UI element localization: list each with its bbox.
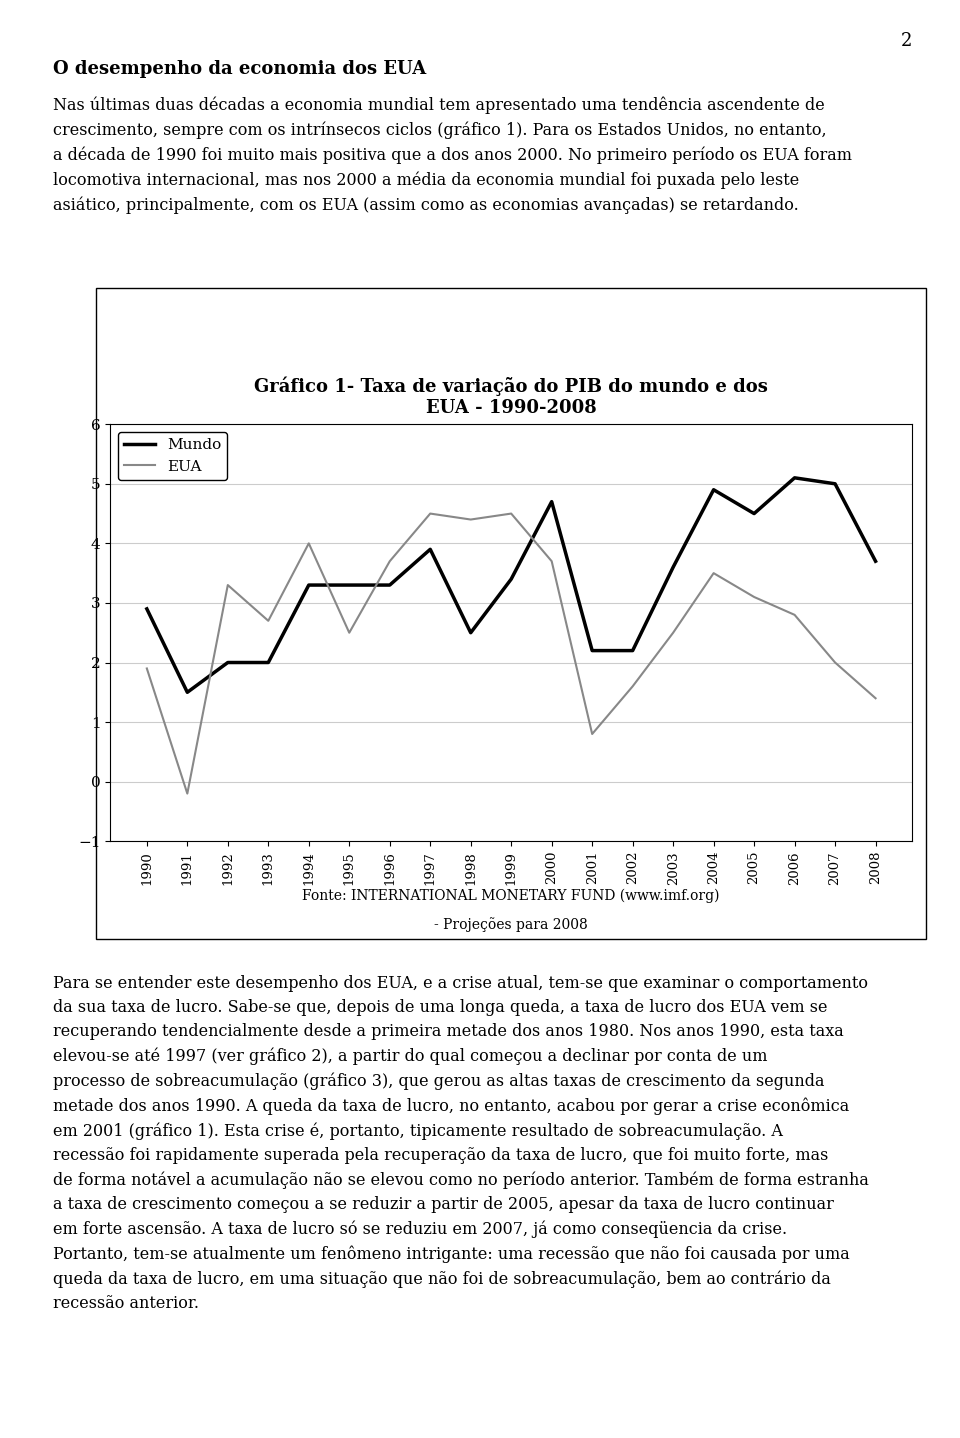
EUA (181, 785, 193, 802)
Text: 2: 2 (900, 32, 912, 50)
EUA (222, 577, 233, 594)
EUA (505, 505, 516, 522)
Mundo (789, 469, 801, 486)
EUA (546, 552, 558, 569)
Mundo (303, 577, 315, 594)
Mundo (465, 624, 476, 641)
Text: O desempenho da economia dos EUA: O desempenho da economia dos EUA (53, 60, 426, 79)
EUA (465, 510, 476, 528)
Text: Fonte: INTERNATIONAL MONETARY FUND (www.imf.org): Fonte: INTERNATIONAL MONETARY FUND (www.… (302, 889, 720, 903)
Mundo (870, 552, 881, 569)
EUA (829, 654, 841, 672)
Mundo (384, 577, 396, 594)
Text: - Projeções para 2008: - Projeções para 2008 (434, 917, 588, 932)
Mundo (505, 571, 516, 588)
Mundo (546, 493, 558, 510)
Mundo (749, 505, 760, 522)
Text: Para se entender este desempenho dos EUA, e a crise atual, tem-se que examinar o: Para se entender este desempenho dos EUA… (53, 975, 869, 1311)
Mundo (627, 641, 638, 659)
EUA (667, 624, 679, 641)
Mundo (141, 600, 153, 617)
Text: Nas últimas duas décadas a economia mundial tem apresentado uma tendência ascend: Nas últimas duas décadas a economia mund… (53, 96, 852, 214)
Legend: Mundo, EUA: Mundo, EUA (118, 431, 228, 480)
EUA (303, 535, 315, 552)
Mundo (708, 482, 719, 499)
Mundo (344, 577, 355, 594)
Mundo (424, 541, 436, 558)
EUA (870, 690, 881, 707)
Title: Gráfico 1- Taxa de variação do PIB do mundo e dos
EUA - 1990-2008: Gráfico 1- Taxa de variação do PIB do mu… (254, 377, 768, 417)
EUA (424, 505, 436, 522)
Mundo (587, 641, 598, 659)
EUA (587, 725, 598, 742)
EUA (141, 660, 153, 677)
EUA (344, 624, 355, 641)
Mundo (222, 654, 233, 672)
EUA (789, 607, 801, 624)
Mundo (667, 558, 679, 575)
EUA (708, 565, 719, 582)
EUA (384, 552, 396, 569)
EUA (627, 677, 638, 695)
Line: Mundo: Mundo (147, 477, 876, 692)
Mundo (829, 475, 841, 492)
EUA (749, 588, 760, 605)
EUA (262, 613, 274, 630)
Mundo (262, 654, 274, 672)
Mundo (181, 683, 193, 700)
Line: EUA: EUA (147, 513, 876, 794)
